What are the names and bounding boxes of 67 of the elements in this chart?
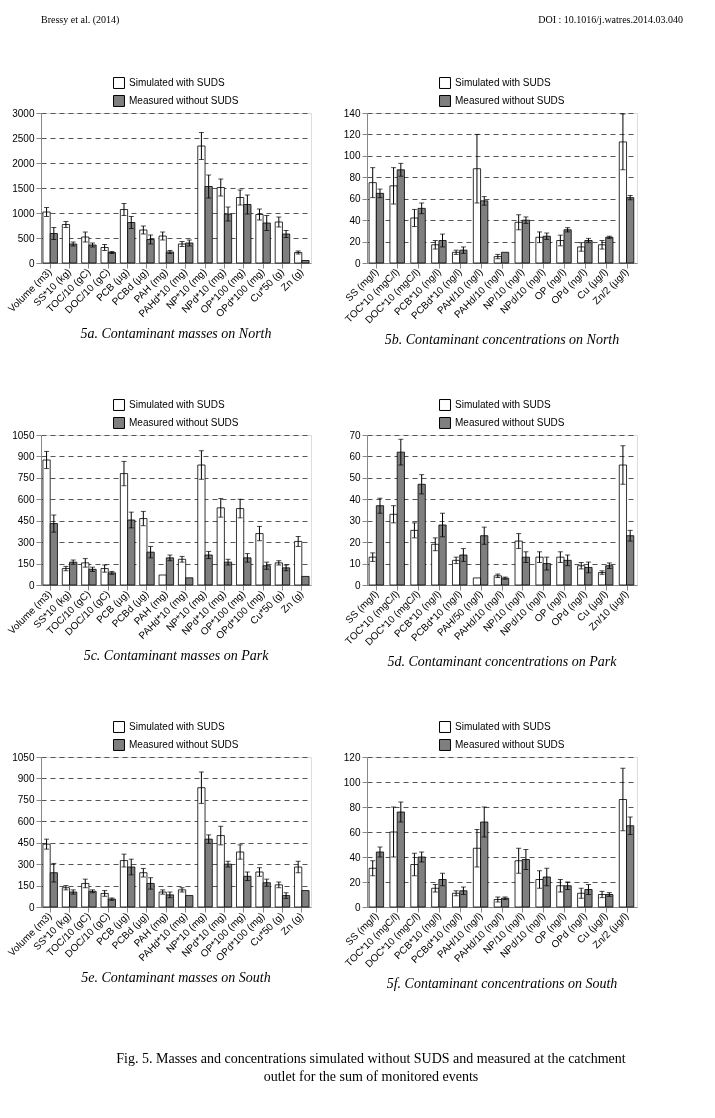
- legend-label: Simulated with SUDS: [129, 399, 225, 410]
- y-tick-label: 20: [349, 236, 361, 248]
- text: Bressy et al. (2014): [41, 14, 120, 26]
- y-tick-label: 0: [354, 257, 361, 269]
- legend-label: Measured without SUDS: [129, 417, 239, 428]
- y-tick-label: 300: [17, 858, 35, 870]
- y-tick-label: 0: [28, 579, 35, 591]
- y-tick-label: 40: [349, 493, 361, 505]
- y-tick-label: 750: [17, 794, 35, 806]
- legend-label: Measured without SUDS: [455, 739, 565, 750]
- legend-label: Measured without SUDS: [455, 417, 565, 428]
- text: 5c. Contaminant masses on Park: [83, 647, 270, 663]
- y-tick-label: 600: [17, 815, 35, 827]
- y-tick-label: 50: [349, 472, 361, 484]
- y-tick-label: 40: [349, 851, 361, 863]
- legend-label: Simulated with SUDS: [129, 77, 225, 88]
- y-tick-label: 600: [17, 493, 35, 505]
- y-tick-label: 100: [343, 776, 361, 788]
- y-tick-label: 500: [17, 232, 35, 244]
- legend-label: Measured without SUDS: [129, 95, 239, 106]
- y-tick-label: 150: [17, 880, 35, 892]
- y-tick-label: 1050: [12, 751, 35, 763]
- y-tick-label: 2000: [12, 157, 35, 169]
- text: 5f. Contaminant concentrations on South: [386, 976, 618, 991]
- y-tick-label: 120: [343, 128, 361, 140]
- legend-label: Measured without SUDS: [455, 95, 565, 106]
- y-tick-label: 0: [28, 257, 35, 269]
- y-tick-label: 10: [349, 558, 361, 570]
- y-tick-label: 900: [17, 772, 35, 784]
- text: 5b. Contaminant concentrations on North: [384, 332, 620, 347]
- legend-label: Simulated with SUDS: [455, 77, 551, 88]
- y-tick-label: 450: [17, 515, 35, 527]
- legend-label: Simulated with SUDS: [455, 399, 551, 410]
- legend-label: Simulated with SUDS: [455, 721, 551, 732]
- y-tick-label: 0: [354, 901, 361, 913]
- y-tick-label: 40: [349, 214, 361, 226]
- y-tick-label: 450: [17, 837, 35, 849]
- legend-label: Simulated with SUDS: [129, 721, 225, 732]
- y-tick-label: 1050: [12, 429, 35, 441]
- y-tick-label: 20: [349, 876, 361, 888]
- y-tick-label: 150: [17, 558, 35, 570]
- y-tick-label: 60: [349, 450, 361, 462]
- y-tick-label: 30: [349, 515, 361, 527]
- y-tick-label: 140: [343, 107, 361, 119]
- text: 5a. Contaminant masses on North: [80, 325, 272, 341]
- y-tick-label: 80: [349, 171, 361, 183]
- y-tick-label: 80: [349, 801, 361, 813]
- y-tick-label: 300: [17, 536, 35, 548]
- y-tick-label: 900: [17, 450, 35, 462]
- y-tick-label: 120: [343, 751, 361, 763]
- y-tick-label: 70: [349, 429, 361, 441]
- y-tick-label: 60: [349, 193, 361, 205]
- y-tick-label: 0: [354, 579, 361, 591]
- y-tick-label: 60: [349, 826, 361, 838]
- y-tick-label: 3000: [12, 107, 35, 119]
- y-tick-label: 1500: [12, 182, 35, 194]
- text: 5e. Contaminant masses on South: [81, 969, 271, 985]
- y-tick-label: 0: [28, 901, 35, 913]
- y-tick-label: 1000: [12, 207, 35, 219]
- y-tick-label: 20: [349, 536, 361, 548]
- caption: Fig. 5. Masses and concentrations simulated without SUDS and measured at the catchment outlet for the sum of monitored events: [116, 1051, 626, 1084]
- text: 5d. Contaminant concentrations on Park: [387, 654, 618, 669]
- y-tick-label: 2500: [12, 132, 35, 144]
- y-tick-label: 100: [343, 150, 361, 162]
- legend-label: Measured without SUDS: [129, 739, 239, 750]
- y-tick-label: 750: [17, 472, 35, 484]
- text: DOI : 10.1016/j.watres.2014.03.040: [538, 14, 683, 25]
